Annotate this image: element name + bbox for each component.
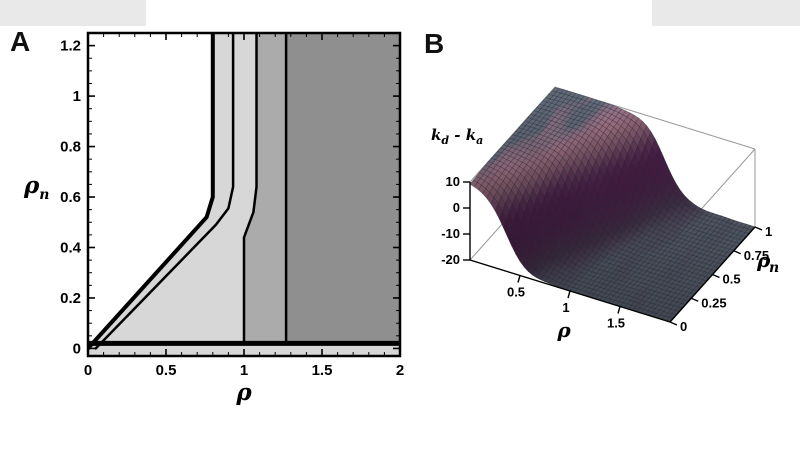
- boundary-third: [242, 33, 258, 345]
- phase-region-white: [88, 33, 213, 349]
- panel-a-y-tick-label: 0: [73, 340, 81, 357]
- panel-a-y-tick-label: 1.2: [60, 38, 81, 55]
- panel-a-y-tick-label: 0.2: [60, 290, 81, 307]
- boundary-second: [94, 33, 235, 350]
- phase-diagram-regions: [88, 33, 400, 356]
- panel-a-y-tick-label: 0.8: [60, 139, 81, 156]
- top-right-strip: [652, 0, 800, 26]
- panel-a-x-tick-label: 1.5: [312, 362, 333, 379]
- phase-region-medium: [244, 33, 287, 344]
- panel-a-x-tick-label: 0.5: [156, 362, 177, 379]
- boundary-diagonal: [88, 33, 215, 351]
- phase-region-dark: [286, 33, 400, 344]
- panel-a-y-tick-label: 0.4: [60, 239, 82, 256]
- panel-b-label: B: [424, 28, 445, 59]
- panel-a-y-tick-label: 0.6: [60, 189, 81, 206]
- panel-a-label: A: [10, 26, 31, 57]
- panel-a-x-tick-label: 0: [84, 362, 92, 379]
- surface-plot-canvas: [415, 28, 800, 388]
- panel-a-x-tick-label: 2: [396, 362, 404, 379]
- panel-a-y-tick-label: 1: [73, 88, 81, 105]
- panel-a-x-tick-label: 1: [240, 362, 248, 379]
- panel-a-xlabel: ρ: [235, 379, 252, 406]
- panel-a-ylabel: ρn: [23, 172, 49, 203]
- top-left-strip: [0, 0, 146, 26]
